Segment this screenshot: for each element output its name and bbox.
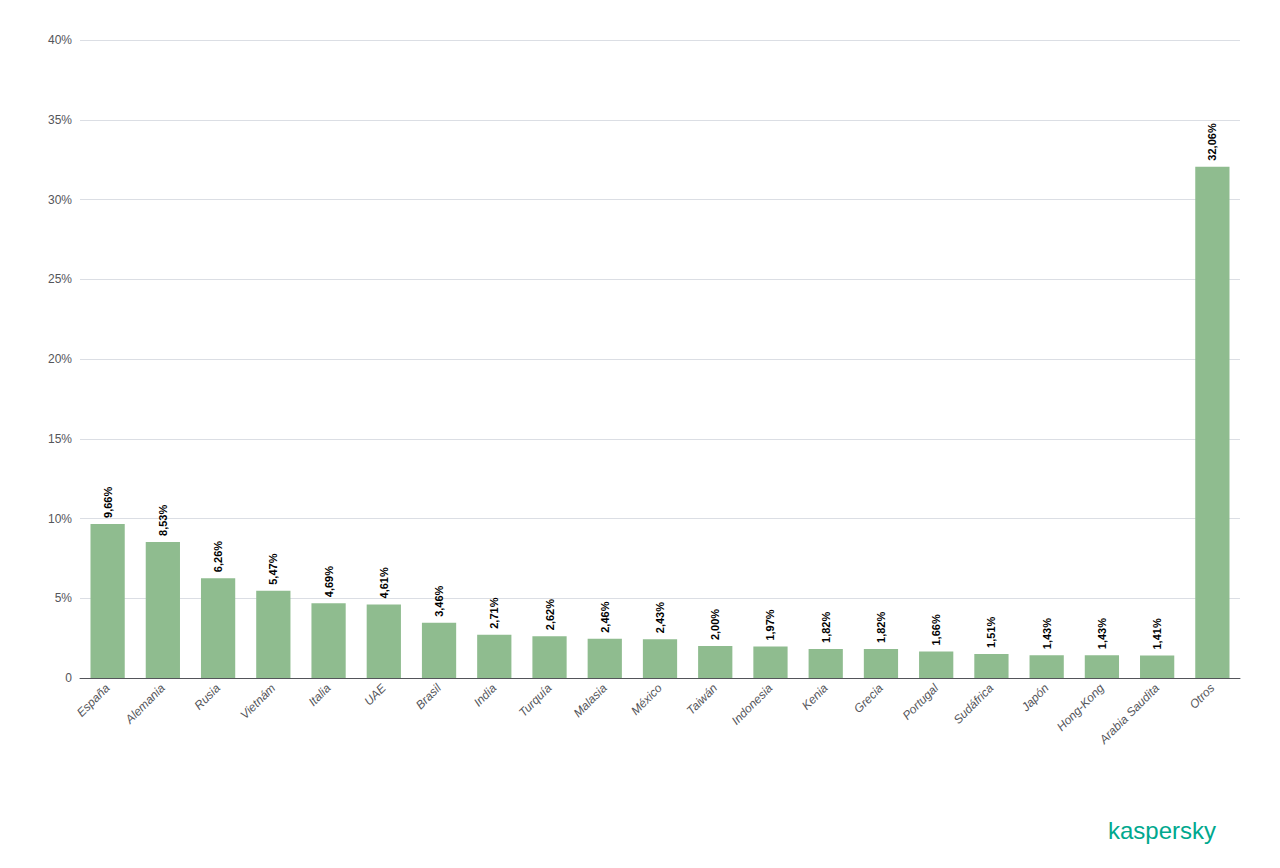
svg-text:Sudáfrica: Sudáfrica: [951, 681, 997, 727]
svg-text:2,43%: 2,43%: [654, 602, 666, 633]
svg-text:2,62%: 2,62%: [544, 599, 556, 630]
svg-text:España: España: [74, 681, 113, 720]
svg-text:Vietnám: Vietnám: [237, 681, 278, 722]
svg-text:1,43%: 1,43%: [1041, 618, 1053, 649]
svg-text:Portugal: Portugal: [900, 681, 942, 723]
svg-text:Indonesia: Indonesia: [729, 681, 776, 728]
svg-text:20%: 20%: [48, 352, 72, 366]
svg-text:1,43%: 1,43%: [1096, 618, 1108, 649]
svg-text:8,53%: 8,53%: [157, 505, 169, 536]
svg-text:5%: 5%: [55, 591, 73, 605]
svg-text:6,26%: 6,26%: [212, 541, 224, 572]
svg-text:Rusia: Rusia: [191, 681, 223, 713]
svg-text:32,06%: 32,06%: [1206, 123, 1218, 161]
svg-text:Kenia: Kenia: [799, 681, 831, 713]
svg-text:2,46%: 2,46%: [599, 601, 611, 632]
svg-text:2,71%: 2,71%: [488, 597, 500, 628]
svg-text:0: 0: [65, 671, 72, 685]
svg-text:India: India: [471, 681, 500, 710]
svg-text:Taiwán: Taiwán: [684, 681, 721, 718]
svg-text:9,66%: 9,66%: [102, 487, 114, 518]
svg-text:35%: 35%: [48, 113, 72, 127]
svg-text:4,61%: 4,61%: [378, 567, 390, 598]
svg-text:Turquía: Turquía: [516, 681, 555, 720]
svg-text:1,41%: 1,41%: [1151, 618, 1163, 649]
svg-text:40%: 40%: [48, 33, 72, 47]
svg-text:15%: 15%: [48, 432, 72, 446]
svg-text:1,51%: 1,51%: [985, 617, 997, 648]
svg-text:1,66%: 1,66%: [930, 614, 942, 645]
svg-text:Arabia Saudita: Arabia Saudita: [1096, 681, 1162, 747]
svg-text:Alemania: Alemania: [122, 681, 168, 727]
svg-text:México: México: [628, 681, 665, 718]
svg-text:Grecia: Grecia: [851, 681, 886, 716]
svg-text:Italia: Italia: [306, 681, 334, 709]
svg-text:1,97%: 1,97%: [764, 609, 776, 640]
svg-text:25%: 25%: [48, 272, 72, 286]
svg-text:Japón: Japón: [1018, 681, 1052, 715]
svg-text:30%: 30%: [48, 193, 72, 207]
svg-text:kaspersky: kaspersky: [1108, 817, 1216, 844]
svg-text:2,00%: 2,00%: [709, 609, 721, 640]
svg-text:Hong-Kong: Hong-Kong: [1054, 681, 1107, 734]
svg-text:5,47%: 5,47%: [267, 553, 279, 584]
svg-text:3,46%: 3,46%: [433, 585, 445, 616]
svg-text:1,82%: 1,82%: [875, 612, 887, 643]
svg-text:4,69%: 4,69%: [323, 566, 335, 597]
svg-text:Malasia: Malasia: [571, 681, 610, 720]
svg-text:Brasil: Brasil: [413, 681, 444, 712]
svg-text:10%: 10%: [48, 512, 72, 526]
svg-text:1,82%: 1,82%: [820, 612, 832, 643]
svg-text:Otros: Otros: [1187, 681, 1218, 712]
svg-text:UAE: UAE: [361, 680, 389, 708]
